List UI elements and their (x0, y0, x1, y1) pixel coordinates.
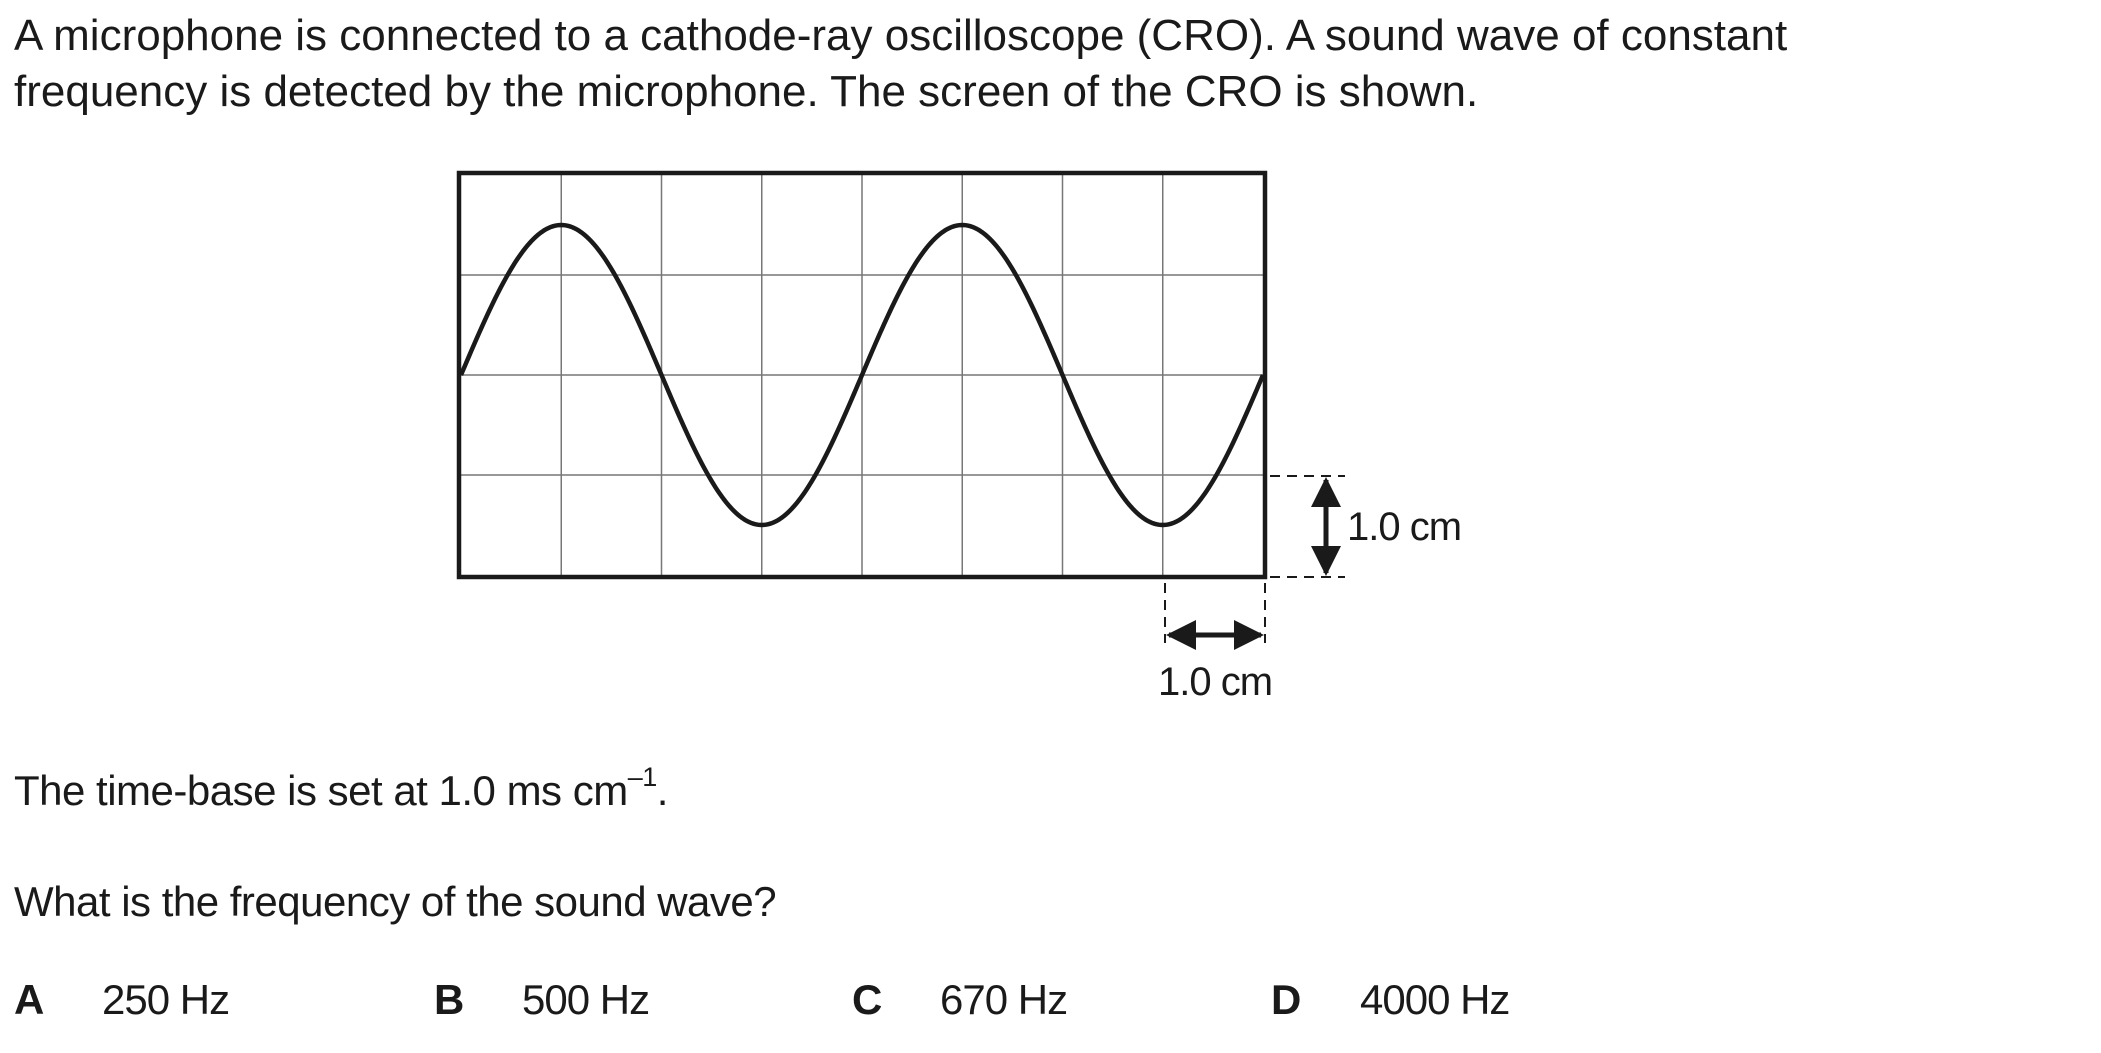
option-d-letter: D (1271, 976, 1302, 1023)
option-c-letter: C (852, 976, 883, 1023)
option-c-value: 670 Hz (940, 976, 1068, 1023)
horizontal-scale-label: 1.0 cm (1158, 660, 1272, 704)
intro-line-1: A microphone is connected to a cathode-r… (14, 11, 1788, 60)
option-a-letter: A (14, 976, 45, 1023)
option-b-value: 500 Hz (522, 976, 650, 1023)
timebase-exponent: –1 (627, 762, 658, 792)
sine-wave-trace (458, 222, 1266, 528)
cro-grid (461, 175, 1263, 575)
question-intro: A microphone is connected to a cathode-r… (14, 8, 2024, 120)
cro-screen-border (456, 170, 1268, 580)
option-a-value: 250 Hz (102, 976, 230, 1023)
timebase-statement: The time-base is set at 1.0 ms cm–1. (14, 764, 669, 816)
option-b-letter: B (434, 976, 465, 1023)
vertical-scale-label: 1.0 cm (1347, 505, 1461, 549)
option-d-value: 4000 Hz (1360, 976, 1510, 1023)
question-prompt: What is the frequency of the sound wave? (14, 878, 777, 925)
timebase-text: The time-base is set at 1.0 ms cm (14, 767, 628, 814)
timebase-end: . (656, 767, 669, 814)
intro-line-2: frequency is detected by the microphone.… (14, 67, 1479, 116)
